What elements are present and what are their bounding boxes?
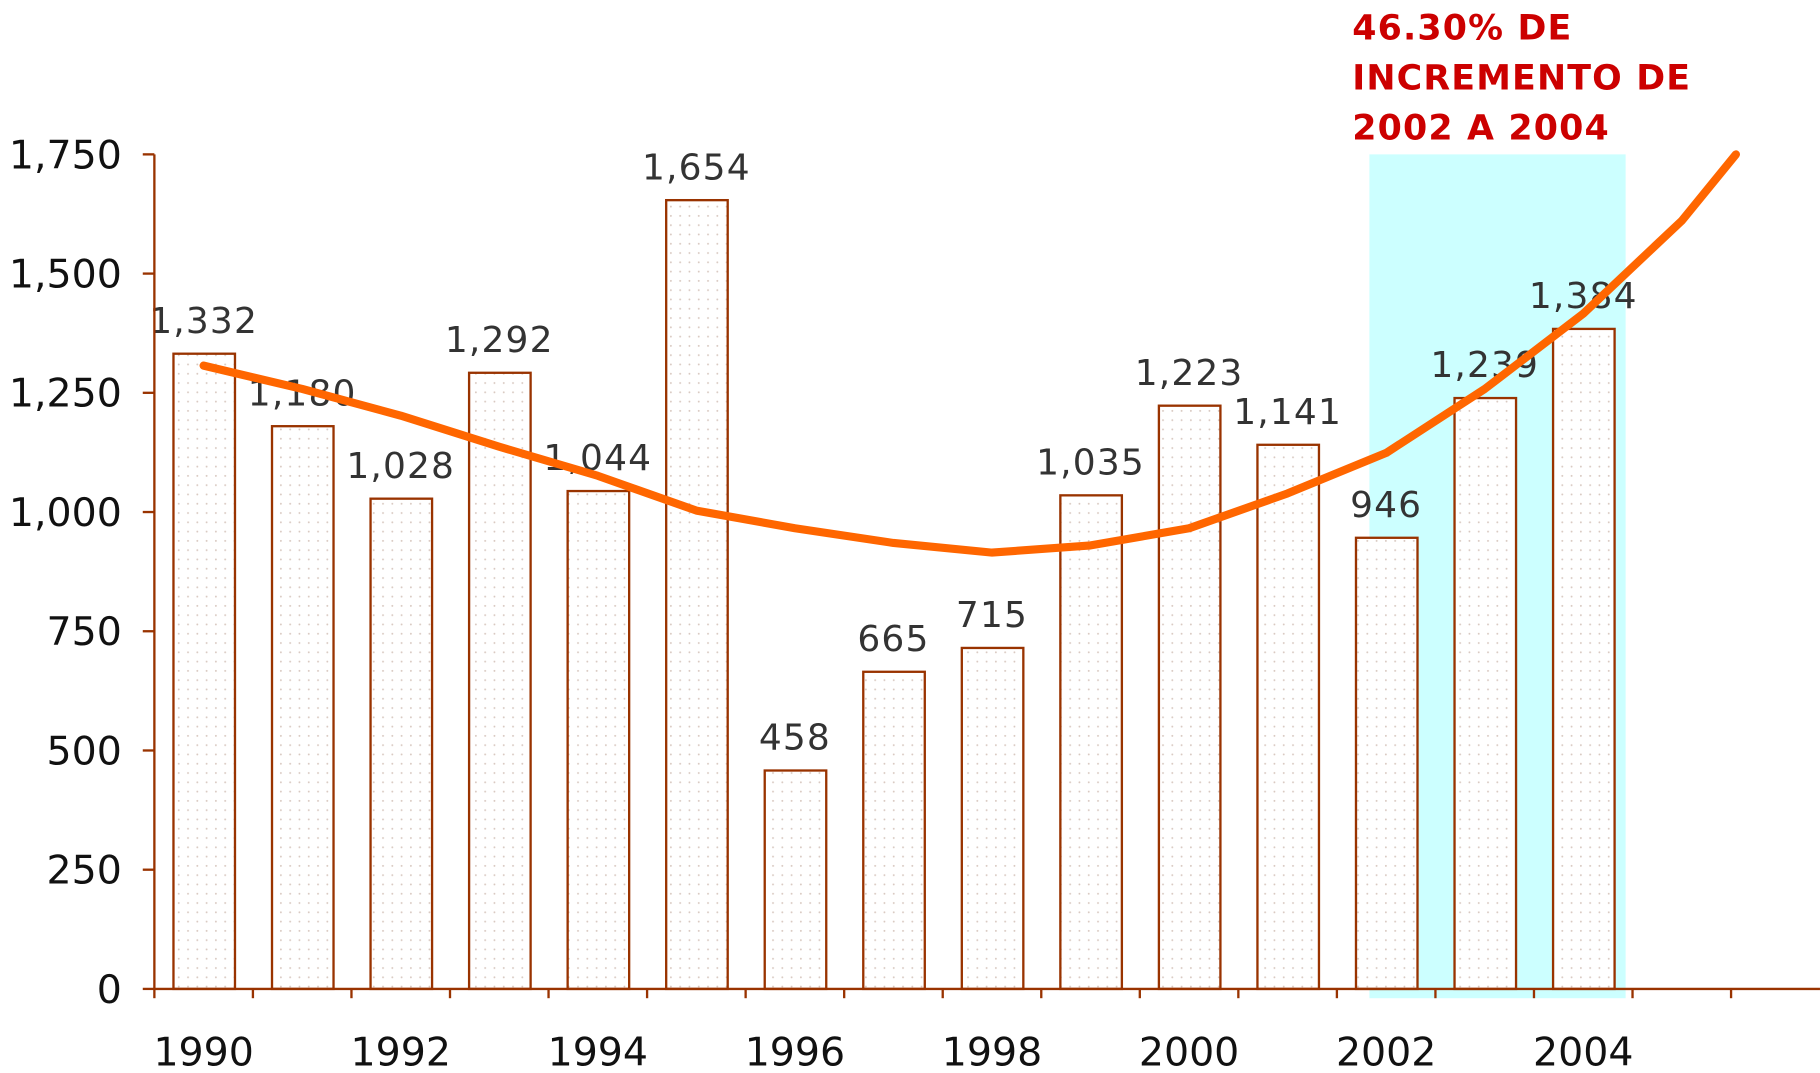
annotation: 46.30% DE <box>1352 8 1572 48</box>
bar <box>960 646 1025 991</box>
x-tick-label: 1998 <box>942 1030 1042 1073</box>
value-label: 1,028 <box>346 446 455 487</box>
value-label: 1,654 <box>642 147 751 188</box>
plot: 1,33219901,1801,02819921,2921,04419941,6… <box>9 8 1820 1073</box>
bar <box>862 670 926 991</box>
value-label: 1,223 <box>1135 353 1244 394</box>
x-tick-label: 1992 <box>351 1030 451 1073</box>
bar <box>1354 536 1419 991</box>
x-tick-label: 1990 <box>153 1030 253 1073</box>
annotation: INCREMENTO DE <box>1352 58 1691 98</box>
value-label: 1,035 <box>1036 442 1145 483</box>
x-tick-label: 2004 <box>1533 1030 1633 1073</box>
bar <box>665 198 729 991</box>
value-label: 458 <box>759 718 831 759</box>
bar <box>1551 327 1616 991</box>
bar <box>270 425 335 991</box>
value-label: 665 <box>857 619 929 660</box>
bar <box>1256 443 1321 991</box>
x-tick-label: 2000 <box>1139 1030 1239 1073</box>
y-tick-label: 1,250 <box>9 371 122 417</box>
value-label: 1,292 <box>445 320 554 361</box>
y-tick-label: 500 <box>47 728 122 774</box>
bar <box>172 352 237 991</box>
bar <box>1453 396 1518 991</box>
bar <box>1157 404 1222 991</box>
bar <box>566 489 631 991</box>
trend-line <box>199 150 1741 557</box>
y-tick-label: 0 <box>97 967 122 1013</box>
bar <box>1059 494 1124 991</box>
value-label: 1,332 <box>149 301 258 342</box>
y-tick-label: 750 <box>47 609 122 655</box>
y-tick-label: 1,000 <box>9 490 122 536</box>
x-tick-label: 2002 <box>1336 1030 1436 1073</box>
x-tick-label: 1994 <box>548 1030 648 1073</box>
value-label: 946 <box>1350 485 1422 526</box>
value-label: 1,141 <box>1233 392 1342 433</box>
x-tick-label: 1996 <box>745 1030 845 1073</box>
y-tick-label: 1,500 <box>9 252 122 298</box>
annotation: 2002 A 2004 <box>1352 108 1610 148</box>
bar <box>369 497 434 991</box>
y-tick-label: 1,750 <box>9 132 122 178</box>
value-label: 1,239 <box>1430 345 1539 386</box>
value-label: 715 <box>956 595 1028 636</box>
y-tick-label: 250 <box>47 848 122 894</box>
bar <box>763 769 828 991</box>
bar <box>467 371 532 991</box>
